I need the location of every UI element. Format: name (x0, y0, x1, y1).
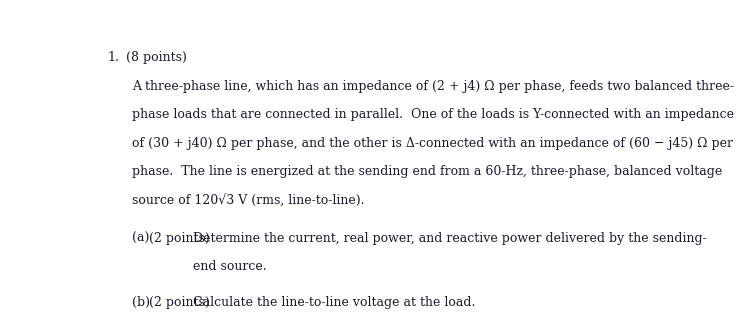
Text: A three-phase line, which has an impedance of (2 + j4) Ω per phase, feeds two ba: A three-phase line, which has an impedan… (132, 79, 734, 93)
Text: phase loads that are connected in parallel.  One of the loads is Y-connected wit: phase loads that are connected in parall… (132, 108, 734, 121)
Text: Determine the current, real power, and reactive power delivered by the sending-: Determine the current, real power, and r… (194, 232, 707, 245)
Text: (2 points): (2 points) (149, 232, 210, 245)
Text: source of 120√3 V (rms, line-to-line).: source of 120√3 V (rms, line-to-line). (132, 194, 364, 207)
Text: phase.  The line is energized at the sending end from a 60-Hz, three-phase, bala: phase. The line is energized at the send… (132, 165, 722, 178)
Text: Calculate the line-to-line voltage at the load.: Calculate the line-to-line voltage at th… (194, 296, 476, 309)
Text: (a): (a) (132, 232, 149, 245)
Text: (b): (b) (132, 296, 150, 309)
Text: (2 points): (2 points) (149, 296, 210, 309)
Text: end source.: end source. (194, 260, 267, 273)
Text: 1.: 1. (107, 51, 119, 64)
Text: (8 points): (8 points) (126, 51, 187, 64)
Text: of (30 + j40) Ω per phase, and the other is Δ-connected with an impedance of (60: of (30 + j40) Ω per phase, and the other… (132, 137, 733, 149)
